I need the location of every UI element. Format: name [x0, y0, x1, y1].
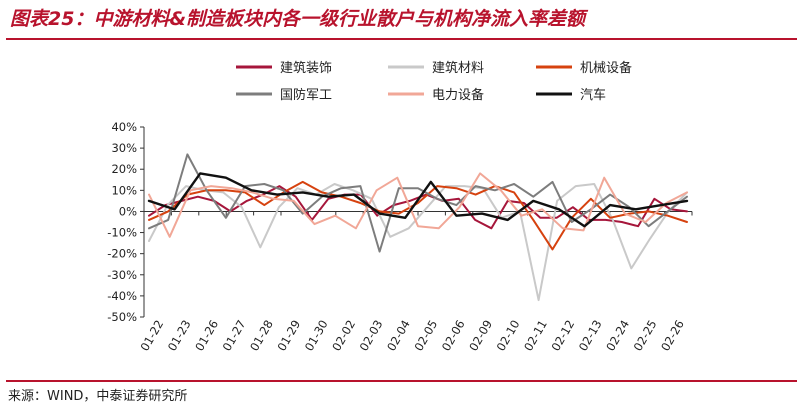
y-tick-label: 40% — [111, 120, 137, 134]
legend-label-3: 国防军工 — [280, 87, 332, 103]
series-line-3 — [148, 153, 688, 253]
x-tick-label: 02-11 — [521, 318, 550, 354]
x-tick-label: 02-05 — [411, 318, 440, 354]
x-tick-label: 01-22 — [137, 318, 166, 354]
y-tick-label: -10% — [107, 226, 137, 240]
x-tick-label: 02-02 — [329, 318, 358, 354]
series-line-1 — [148, 183, 688, 302]
x-tick-label: 01-26 — [192, 318, 221, 354]
chart-title: 图表25：中游材料&制造板块内各一级行业散户与机构净流入率差额 — [10, 8, 586, 30]
x-tick-label: 02-26 — [658, 318, 687, 354]
x-tick-label: 01-27 — [220, 318, 249, 354]
y-tick-label: 0% — [119, 204, 137, 218]
y-tick-label: 20% — [111, 162, 137, 176]
x-tick-label: 02-04 — [384, 318, 413, 354]
y-tick-label: 10% — [111, 183, 137, 197]
source-note: 来源：WIND，中泰证券研究所 — [8, 389, 188, 404]
series-line-4 — [148, 172, 688, 238]
legend-label-0: 建筑装饰 — [280, 60, 332, 76]
x-tick-label: 02-03 — [357, 318, 386, 354]
y-tick-label: -40% — [107, 289, 137, 303]
legend-label-2: 机械设备 — [580, 60, 632, 76]
legend-label-1: 建筑材料 — [432, 60, 484, 76]
y-tick-label: -30% — [107, 268, 137, 282]
x-tick-label: 02-10 — [494, 318, 523, 354]
title-rule — [6, 38, 797, 40]
x-tick-label: 02-12 — [548, 318, 577, 354]
footer-rule — [6, 380, 797, 382]
y-tick-label: 30% — [111, 141, 137, 155]
x-tick-label: 02-09 — [466, 318, 495, 354]
legend-label-5: 汽车 — [580, 87, 606, 103]
x-tick-label: 02-13 — [576, 318, 605, 354]
y-tick-label: -50% — [107, 310, 137, 324]
x-tick-label: 02-24 — [603, 318, 632, 354]
x-tick-label: 02-06 — [439, 318, 468, 354]
legend-label-4: 电力设备 — [432, 87, 484, 103]
x-tick-label: 01-30 — [302, 318, 331, 354]
series-line-2 — [148, 180, 688, 251]
x-tick-label: 02-25 — [631, 318, 660, 354]
x-tick-label: 01-23 — [165, 318, 194, 354]
y-tick-label: -20% — [107, 247, 137, 261]
line-chart: 40%30%20%10%0%-10%-20%-30%-40%-50%01-220… — [107, 60, 693, 354]
x-tick-label: 01-28 — [247, 318, 276, 354]
series-line-5 — [147, 172, 689, 228]
x-tick-label: 01-29 — [274, 318, 303, 354]
series-line-0 — [148, 185, 688, 230]
